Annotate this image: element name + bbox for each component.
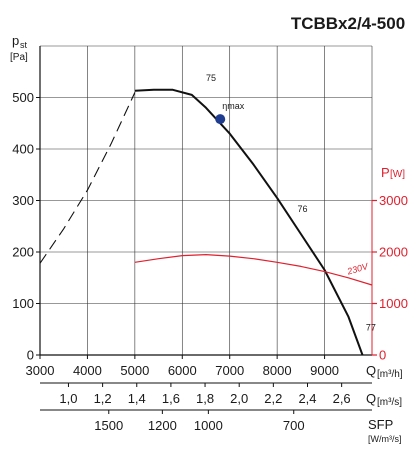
y-left-label-sub: st: [20, 40, 28, 50]
x-m3s-label: Q: [366, 391, 376, 406]
curve-label: 230V: [345, 261, 370, 277]
tick-label-m3h: 7000: [215, 363, 244, 378]
tick-label-right: 3000: [379, 193, 408, 208]
tick-label-m3h: 5000: [120, 363, 149, 378]
tick-label-m3s: 1,0: [59, 391, 77, 406]
y-right-label: P: [381, 165, 390, 180]
y-right-unit: [W]: [390, 169, 405, 180]
eta-max-marker: [215, 114, 226, 125]
tick-label-m3s: 1,2: [94, 391, 112, 406]
tick-label-m3h: 4000: [73, 363, 102, 378]
tick-labels: 0 100 200 300 400 500 p st [Pa] 0 1000 2000 3000 P [W]…: [10, 33, 408, 444]
tick-label-m3h: 3000: [26, 363, 55, 378]
tick-label-sfp: 700: [283, 418, 305, 433]
tick-label-m3s: 1,6: [162, 391, 180, 406]
series-pressure-solid: [134, 88, 364, 356]
y-left-unit: [Pa]: [10, 52, 28, 63]
tick-label-sfp: 1500: [94, 418, 123, 433]
tick-label-m3s: 2,6: [333, 391, 351, 406]
grid-lines: [39, 45, 373, 356]
tick-label-m3s: 2,0: [230, 391, 248, 406]
annotations: 75 76 77 230V ηmax: [206, 73, 376, 332]
tick-label-m3s: 1,4: [128, 391, 146, 406]
tick-label-right: 1000: [379, 296, 408, 311]
curve-label: 76: [298, 204, 308, 214]
curve-label: 77: [366, 322, 376, 332]
x-sfp-unit: [W/m³/s]: [368, 434, 402, 444]
axes: [36, 46, 377, 414]
tick-label-m3s: 2,2: [264, 391, 282, 406]
tick-label-left: 500: [12, 90, 34, 105]
y-left-label: p: [12, 33, 19, 48]
tick-label-m3h: 8000: [263, 363, 292, 378]
curve-label: 75: [206, 73, 216, 83]
tick-label-left: 200: [12, 245, 34, 260]
tick-label-m3s: 1,8: [196, 391, 214, 406]
x-m3s-unit: [m³/s]: [377, 397, 402, 408]
tick-label-sfp: 1000: [194, 418, 223, 433]
x-sfp-label: SFP: [368, 417, 393, 432]
tick-label-left: 300: [12, 193, 34, 208]
x-m3h-label: Q: [366, 363, 376, 378]
tick-label-left: 100: [12, 296, 34, 311]
series-power: [134, 254, 373, 286]
eta-max-label: ηmax: [222, 101, 245, 111]
tick-label-right: 2000: [379, 245, 408, 260]
tick-label-right: 0: [379, 348, 386, 363]
x-m3h-unit: [m³/h]: [377, 369, 403, 380]
tick-label-sfp: 1200: [148, 418, 177, 433]
curves: [39, 88, 373, 356]
chart-title: TCBBx2/4-500: [291, 14, 405, 33]
series-pressure-dashed: [39, 92, 136, 264]
tick-label-m3h: 9000: [310, 363, 339, 378]
tick-label-m3h: 6000: [168, 363, 197, 378]
tick-label-left: 0: [27, 348, 34, 363]
tick-label-left: 400: [12, 142, 34, 157]
tick-label-m3s: 2,4: [298, 391, 316, 406]
